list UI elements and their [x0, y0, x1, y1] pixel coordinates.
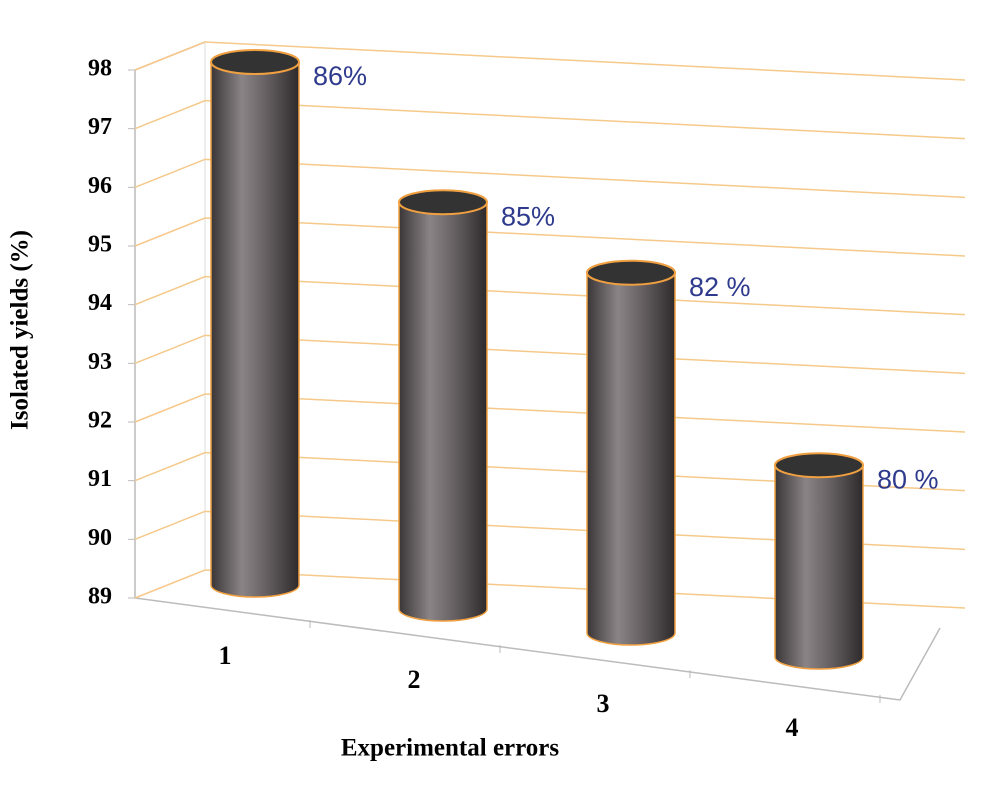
cylinder-top — [210, 49, 300, 75]
annotation: 82 % — [689, 272, 751, 302]
cylinder — [210, 49, 300, 598]
y-tick-label: 93 — [88, 349, 112, 375]
cylinder-body — [774, 464, 864, 670]
cylinder-top — [398, 189, 488, 216]
y-tick-label: 90 — [88, 525, 112, 551]
grid-line — [134, 510, 966, 551]
y-tick-label: 96 — [88, 173, 112, 199]
y-tick-label: 91 — [88, 466, 112, 492]
grid-line — [134, 275, 966, 316]
cylinder-body — [586, 271, 676, 646]
annotation: 86% — [313, 61, 367, 91]
y-tick-label: 95 — [88, 232, 112, 258]
cylinder-body — [210, 61, 300, 598]
cylinder-top — [774, 452, 864, 479]
cylinder-top — [586, 259, 676, 286]
x-tick-label: 1 — [219, 641, 232, 670]
x-tick-label: 4 — [786, 713, 799, 742]
grid-line — [134, 158, 966, 199]
cylinder — [586, 259, 676, 646]
annotation: 85% — [501, 201, 555, 231]
grid-line — [134, 451, 966, 492]
x-axis-title: Experimental errors — [341, 735, 559, 762]
annotation: 80 % — [877, 464, 939, 494]
grid-line — [134, 569, 966, 609]
cylinder-body — [398, 201, 488, 622]
grid-line — [134, 41, 966, 81]
grid-line — [134, 217, 966, 257]
y-tick-label: 94 — [88, 290, 112, 316]
y-tick-label: 98 — [88, 56, 112, 82]
cylinder — [398, 189, 488, 622]
y-tick-label: 97 — [88, 114, 112, 140]
grid-line — [134, 393, 966, 433]
y-tick-label: 92 — [88, 408, 112, 434]
cylinder — [774, 452, 864, 670]
y-tick-label: 89 — [88, 584, 112, 610]
x-tick-label: 2 — [408, 665, 421, 694]
grid-line — [134, 99, 966, 140]
grid-line — [134, 334, 966, 375]
y-axis-title: Isolated yields (%) — [7, 230, 34, 430]
x-tick-label: 3 — [597, 689, 610, 718]
